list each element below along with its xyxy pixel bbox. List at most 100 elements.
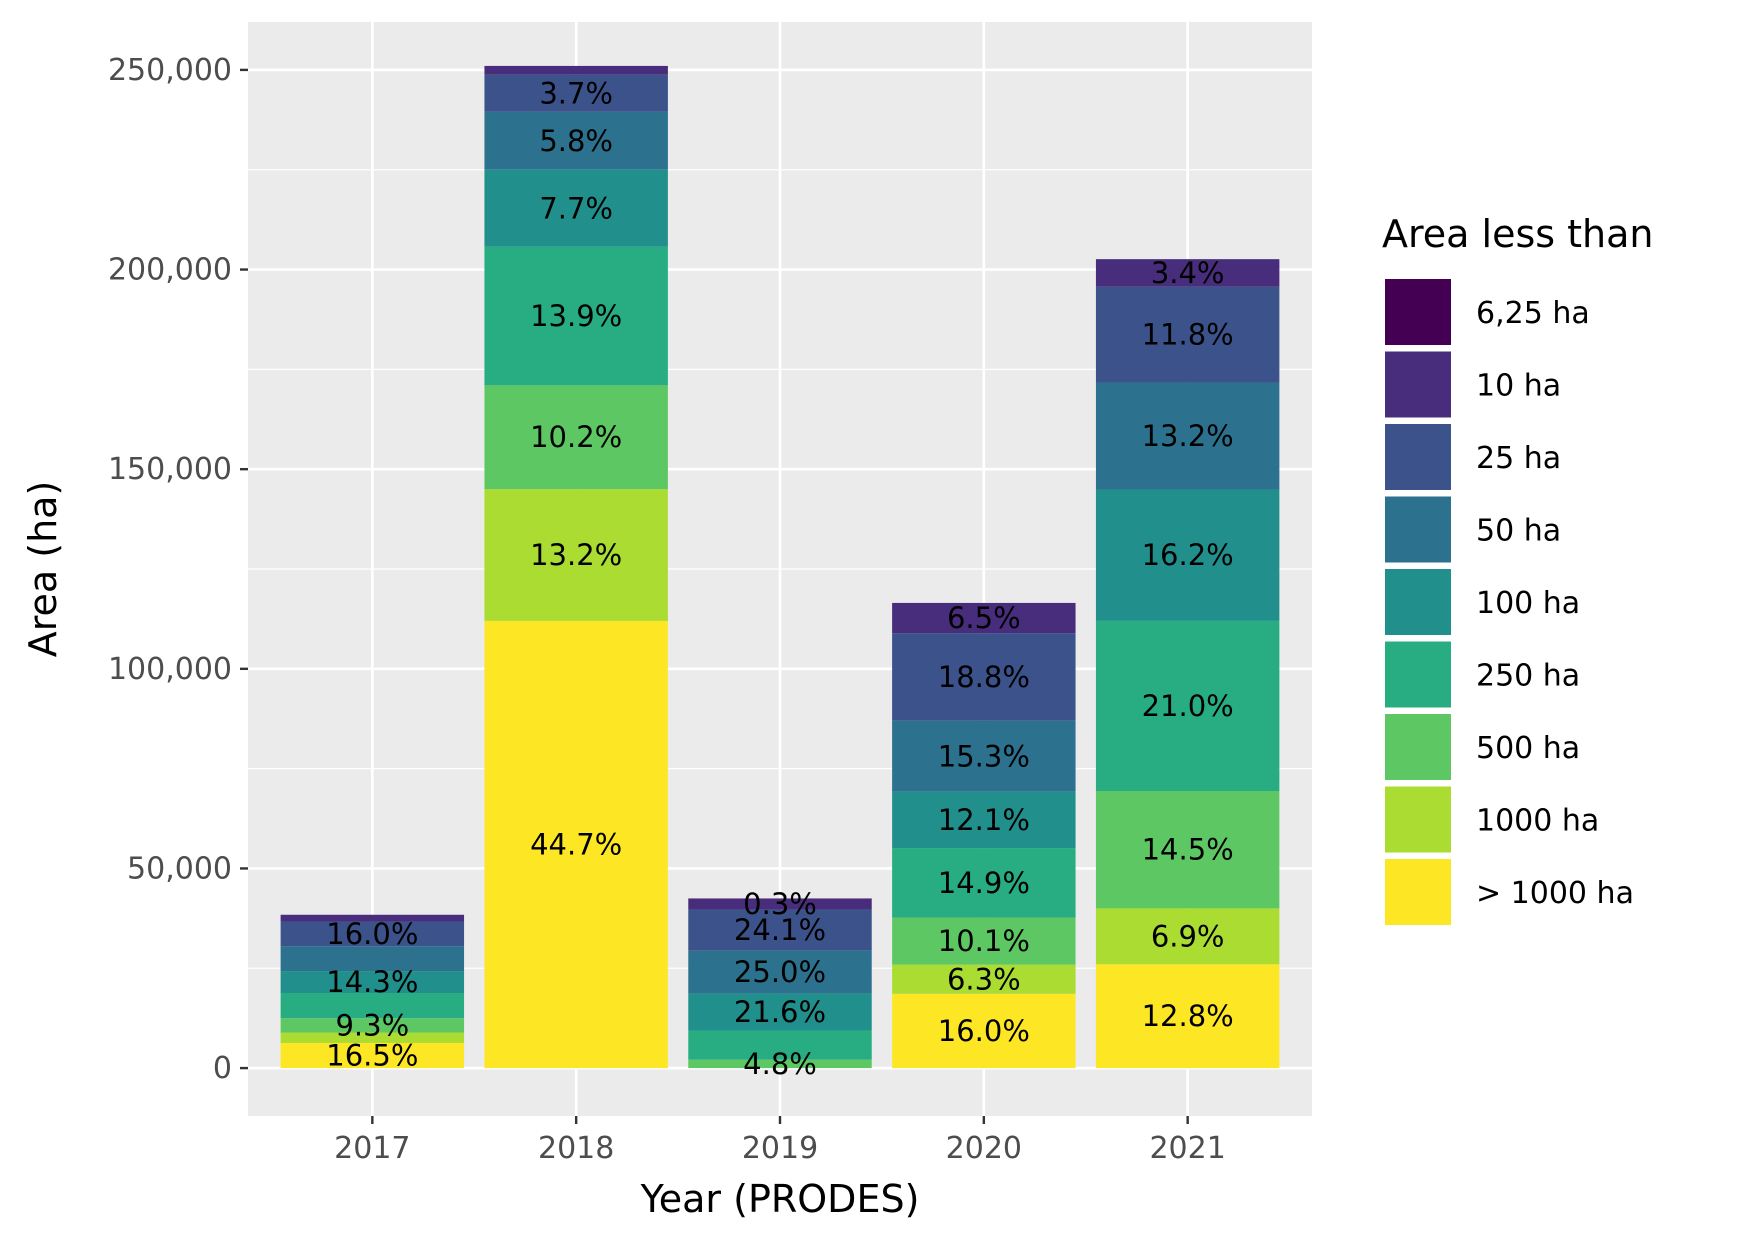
legend-title: Area less than — [1382, 212, 1654, 256]
bar-label: 6.3% — [947, 962, 1021, 996]
legend-key — [1383, 567, 1453, 637]
bar-label: 12.1% — [938, 803, 1030, 837]
bar-segment — [1095, 489, 1280, 621]
legend-key — [1383, 422, 1453, 492]
bar-segment — [892, 602, 1076, 634]
bar-label: 21.0% — [1142, 689, 1234, 723]
x-axis-title: Year (PRODES) — [640, 1177, 920, 1221]
bar-label: 12.8% — [1142, 999, 1234, 1033]
bar-label: 15.3% — [938, 739, 1030, 773]
bar-segment — [484, 620, 668, 1069]
bars — [280, 65, 1280, 1069]
bar-segment — [280, 921, 465, 947]
y-tick-label: 250,000 — [108, 53, 232, 88]
bar-segment — [892, 791, 1076, 849]
bar-label: 16.0% — [938, 1014, 1030, 1048]
y-axis-title: Area (ha) — [21, 481, 65, 658]
bar-segment — [280, 1032, 465, 1043]
bar-segment — [484, 169, 668, 247]
bar-segment — [892, 848, 1076, 918]
bar-segment — [892, 964, 1076, 994]
legend-key — [1383, 349, 1453, 420]
legend-label: 25 ha — [1476, 441, 1561, 476]
bar-label: 16.5% — [326, 1039, 418, 1073]
y-tick-label: 150,000 — [108, 452, 232, 487]
bar-segment — [892, 633, 1076, 721]
bar-segment — [1095, 964, 1280, 1069]
bar-label: 11.8% — [1142, 318, 1234, 352]
bar-label: 7.7% — [539, 191, 613, 225]
legend-label: 250 ha — [1476, 659, 1580, 694]
legend-label: 100 ha — [1476, 586, 1580, 621]
bar-segment — [1095, 790, 1280, 909]
bar-label: 4.8% — [743, 1047, 817, 1081]
bar-segment — [688, 909, 872, 951]
legend-key — [1383, 712, 1453, 782]
bar-label: 18.8% — [938, 660, 1030, 694]
bar-label: 6.5% — [947, 601, 1021, 635]
y-tick-label: 0 — [213, 1051, 232, 1086]
bar-segment — [280, 914, 465, 922]
x-tick-label: 2020 — [946, 1131, 1022, 1166]
x-tick-label: 2019 — [742, 1131, 818, 1166]
legend-key — [1383, 277, 1453, 347]
bar-segment — [484, 385, 668, 490]
bar-label: 14.9% — [938, 866, 1030, 900]
legend-key — [1383, 784, 1453, 855]
legend-label: 50 ha — [1476, 514, 1561, 549]
x-tick-label: 2018 — [538, 1131, 614, 1166]
y-tick-label: 100,000 — [108, 652, 232, 687]
bar-segment — [688, 1059, 872, 1069]
bar-label: 16.0% — [326, 917, 418, 951]
bar-segment — [280, 1042, 465, 1069]
bar-segment — [1095, 382, 1280, 490]
bar-label: 13.2% — [530, 538, 622, 572]
bar-segment — [688, 993, 872, 1031]
bar-segment — [892, 993, 1076, 1069]
bar-label: 14.5% — [1142, 833, 1234, 867]
bar-segment — [484, 74, 668, 112]
bar-segment — [1095, 286, 1280, 383]
bar-segment — [1095, 908, 1280, 965]
bar-segment — [688, 950, 872, 994]
x-tick-label: 2017 — [334, 1131, 410, 1166]
bar-label: 3.7% — [539, 76, 613, 110]
bar-segment — [280, 946, 465, 972]
bar-segment — [688, 1030, 872, 1060]
legend-key — [1383, 639, 1453, 710]
bar-label: 16.2% — [1142, 538, 1234, 572]
legend: Area less than 6,25 ha 10 ha 25 ha 50 ha 100… — [1382, 212, 1654, 927]
legend-label: > 1000 ha — [1476, 876, 1634, 911]
bar-segment — [892, 917, 1076, 965]
bar-segment — [280, 971, 465, 994]
bar-segment — [484, 65, 668, 75]
bar-label: 14.3% — [326, 965, 418, 999]
y-tick-label: 50,000 — [127, 851, 232, 886]
bar-label: 9.3% — [335, 1008, 409, 1042]
bar-segment — [484, 489, 668, 621]
legend-label: 1000 ha — [1476, 804, 1599, 839]
bar-label: 10.1% — [938, 924, 1030, 958]
bar-label: 3.4% — [1151, 256, 1225, 290]
legend-key — [1383, 857, 1453, 927]
y-tick-label: 200,000 — [108, 253, 232, 288]
bar-segment — [280, 1018, 465, 1033]
bar-segment — [688, 898, 872, 910]
bar-label: 24.1% — [734, 913, 826, 947]
bar-segment — [484, 246, 668, 386]
bar-label: 25.0% — [734, 955, 826, 989]
x-tick-label: 2021 — [1149, 1131, 1225, 1166]
bar-label: 21.6% — [734, 995, 826, 1029]
bar-label: 0.3% — [743, 887, 817, 921]
legend-key — [1383, 494, 1453, 565]
bar-segment — [1095, 620, 1280, 791]
bar-segment — [892, 720, 1076, 792]
bar-segment — [1095, 259, 1280, 287]
bar-labels: 16.5%9.3% 14.3% 16.0% 44.7% 13.2% 10.2% 13.9% 7… — [326, 76, 1233, 1081]
bar-segment — [484, 111, 668, 170]
axes: 0 50,000 100,000 150,000 200,000 250,000 2017 2… — [108, 53, 1226, 1166]
bar-label: 44.7% — [530, 827, 622, 861]
bar-label: 10.2% — [530, 420, 622, 454]
bar-label: 13.9% — [530, 299, 622, 333]
